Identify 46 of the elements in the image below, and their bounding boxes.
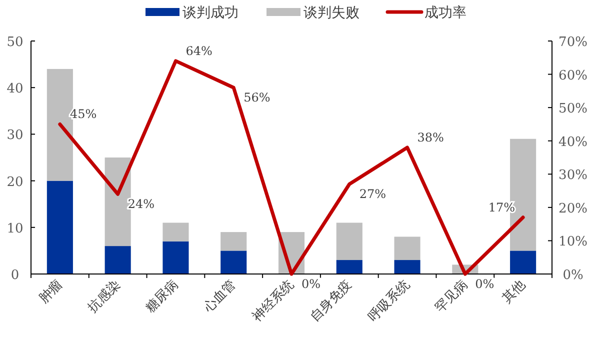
legend-label: 成功率 [424, 5, 466, 21]
x-tick-label: 抗感染 [85, 277, 124, 316]
y2-tick-label: 60% [558, 68, 588, 84]
data-label: 0% [302, 277, 321, 291]
y-tick-label: 10 [6, 221, 24, 236]
y2-tick-label: 20% [558, 201, 588, 216]
x-tick-label: 罕见病 [432, 277, 471, 316]
data-label: 0% [475, 277, 494, 291]
y2-tick-label: 40% [558, 134, 588, 150]
y-tick-label: 30 [6, 128, 24, 144]
y2-tick-label: 50% [558, 102, 588, 117]
bar [162, 241, 189, 274]
data-label: 17% [488, 200, 516, 214]
line-series [58, 59, 525, 276]
data-label: 64% [186, 44, 212, 58]
x-tick-label: 神经系统 [250, 277, 298, 325]
x-tick-label: 其他 [500, 277, 529, 306]
bar [510, 250, 536, 274]
x-tick-label: 肿瘤 [36, 276, 66, 306]
bar [104, 246, 131, 274]
data-label: 45% [70, 107, 97, 122]
data-label: 56% [244, 90, 270, 105]
data-label: 27% [359, 187, 386, 202]
bar [394, 236, 420, 260]
x-tick-label: 心血管 [200, 276, 240, 316]
bar [220, 232, 247, 251]
bar [336, 222, 362, 260]
y-tick-label: 50 [6, 35, 24, 50]
data-label: 38% [417, 130, 444, 145]
legend-label: 谈判失败 [304, 5, 360, 21]
bar [394, 260, 420, 274]
data-label: 24% [128, 197, 155, 212]
bar [220, 250, 247, 274]
bar [336, 260, 362, 274]
bar [46, 180, 73, 274]
y2-tick-label: 10% [558, 234, 588, 250]
legend-label: 谈判成功 [182, 5, 238, 21]
y-tick-label: 0 [10, 268, 20, 283]
y-tick-label: 40 [6, 82, 24, 97]
y2-tick-label: 30% [558, 168, 588, 184]
y-tick-label: 20 [6, 174, 24, 190]
y2-tick-label: 0% [562, 268, 584, 283]
x-tick-label: 呼吸系统 [366, 277, 413, 325]
y2-tick-label: 70% [558, 35, 588, 50]
bar [162, 222, 189, 242]
x-tick-label: 糖尿病 [143, 277, 182, 316]
